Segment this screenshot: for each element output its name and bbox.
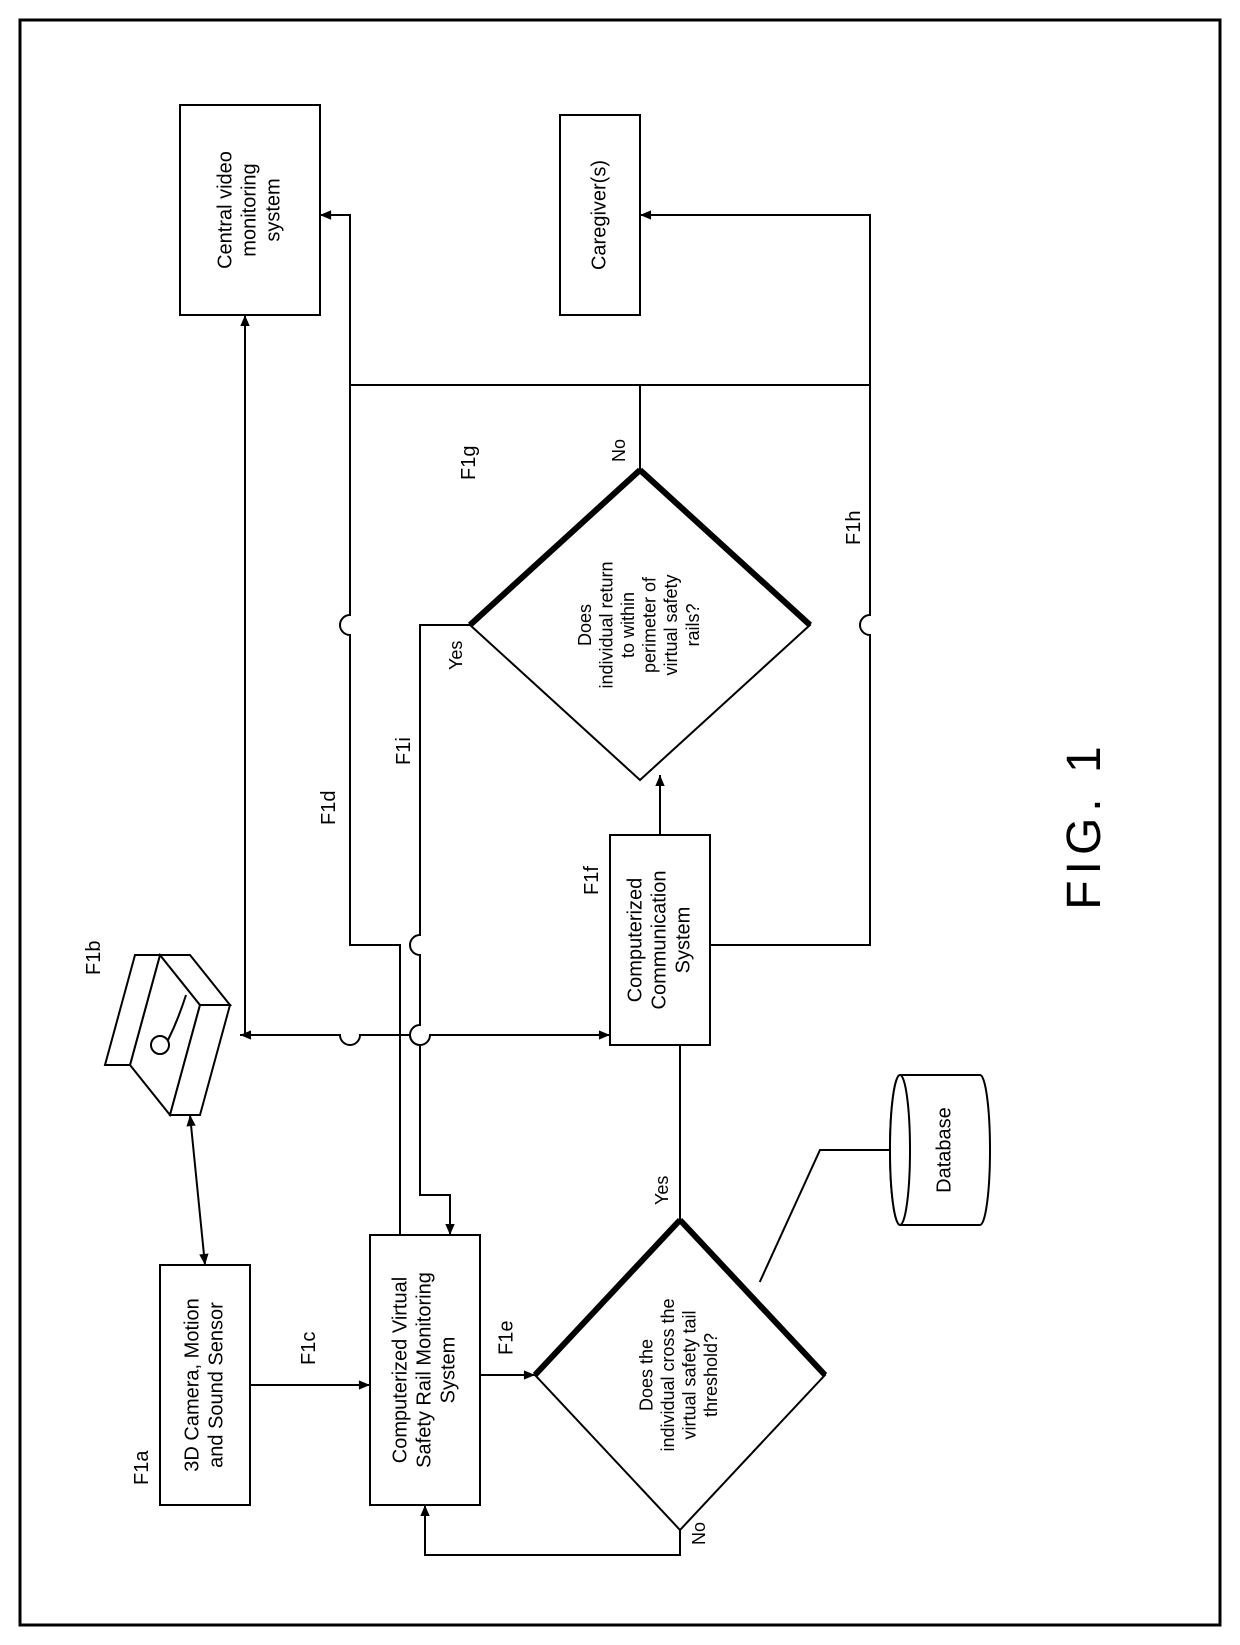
svg-text:Yes: Yes [652,1176,672,1205]
svg-text:Safety Rail Monitoring: Safety Rail Monitoring [413,1272,435,1468]
svg-text:F1c: F1c [298,1332,320,1365]
svg-text:F1f: F1f [581,866,603,895]
svg-text:Does the: Does the [636,1339,656,1411]
svg-text:F1h: F1h [843,511,865,545]
svg-text:No: No [689,1522,709,1545]
svg-text:3D Camera, Motion: 3D Camera, Motion [181,1298,203,1471]
svg-text:System: System [437,1337,459,1404]
svg-text:F1g: F1g [458,446,480,480]
svg-text:F1b: F1b [83,941,105,975]
svg-text:F1e: F1e [496,1321,518,1355]
figure-caption: FIG. 1 [1058,740,1111,909]
svg-text:threshold?: threshold? [701,1333,721,1417]
svg-text:Central video: Central video [214,151,236,269]
svg-text:Yes: Yes [446,641,466,670]
svg-text:rails?: rails? [683,603,703,646]
svg-text:No: No [609,439,629,462]
svg-text:virtual safety: virtual safety [661,574,681,675]
svg-text:System: System [672,907,694,974]
svg-text:individual cross the: individual cross the [658,1298,678,1451]
svg-text:perimeter of: perimeter of [640,576,660,673]
svg-text:F1i: F1i [393,737,415,765]
svg-text:Database: Database [933,1107,955,1193]
flowchart-figure: F1c F1e No Yes F1d Yes F1i F1f No F1g F1h 3D Camera… [0,0,1240,1645]
svg-text:Communication: Communication [648,871,670,1010]
svg-text:Does: Does [575,604,595,646]
svg-text:Computerized Virtual: Computerized Virtual [389,1277,411,1463]
svg-text:and Sound Sensor: and Sound Sensor [205,1302,227,1468]
svg-text:F1a: F1a [131,1450,153,1485]
svg-text:Computerized: Computerized [624,878,646,1003]
svg-text:monitoring: monitoring [238,163,260,256]
svg-text:Caregiver(s): Caregiver(s) [588,160,610,270]
svg-text:virtual safety tail: virtual safety tail [680,1310,700,1439]
svg-text:F1d: F1d [318,791,340,825]
svg-text:system: system [262,178,284,241]
svg-text:to within: to within [618,592,638,658]
svg-text:individual return: individual return [596,561,616,688]
